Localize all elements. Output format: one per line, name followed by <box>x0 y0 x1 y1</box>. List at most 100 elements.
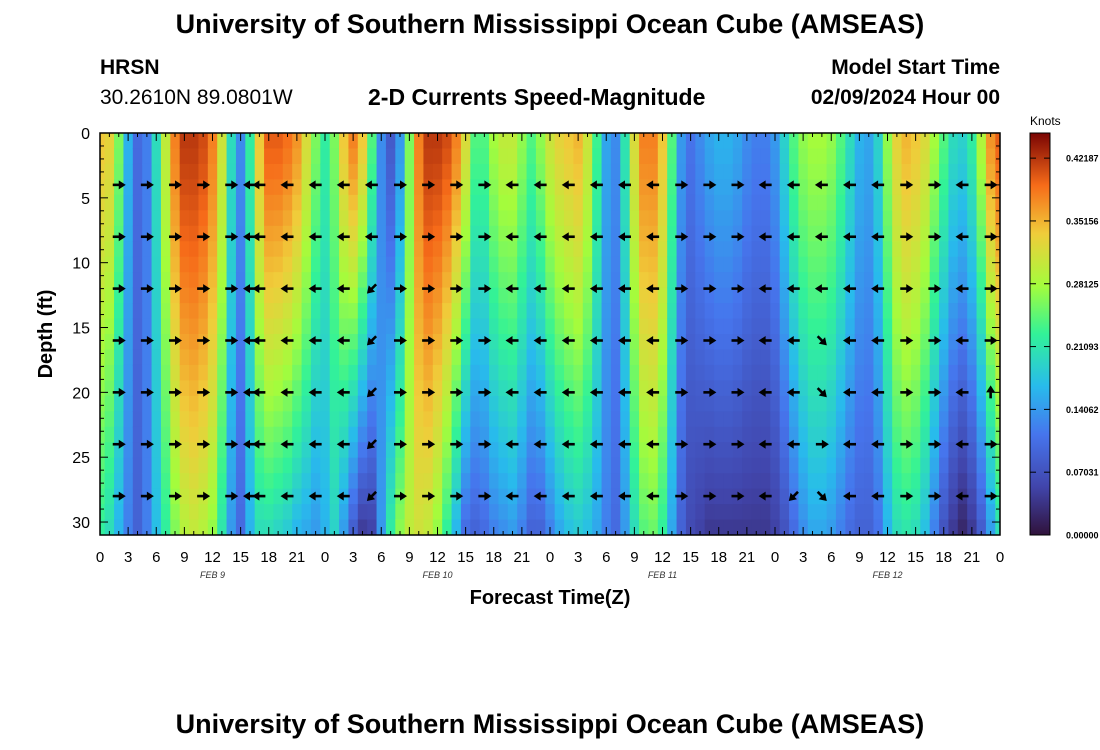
current-arrow <box>843 180 856 190</box>
heatmap-cell <box>882 163 893 180</box>
heatmap-cell <box>817 287 828 304</box>
heatmap-cell <box>470 256 481 273</box>
current-arrow <box>394 232 407 242</box>
heatmap-cell <box>348 380 359 397</box>
heatmap-cell <box>432 133 443 150</box>
heatmap-cell <box>292 364 303 381</box>
heatmap-cell <box>498 287 509 304</box>
heatmap-cell <box>329 334 340 351</box>
heatmap-cell <box>723 411 734 428</box>
x-tick-label: 0 <box>96 549 104 566</box>
heatmap-cell <box>320 318 331 335</box>
heatmap-cell <box>920 411 931 428</box>
heatmap-cell <box>854 287 865 304</box>
heatmap-cell <box>507 411 518 428</box>
heatmap-cell <box>104 179 115 196</box>
heatmap-cell <box>517 488 528 505</box>
heatmap-cell <box>798 380 809 397</box>
current-arrow <box>505 284 519 294</box>
heatmap-cell <box>498 411 509 428</box>
current-arrow <box>984 284 998 294</box>
heatmap-cell <box>620 256 631 273</box>
heatmap-cell <box>114 519 125 535</box>
heatmap-cell <box>254 519 265 535</box>
heatmap-cell <box>348 442 359 459</box>
heatmap-cell <box>357 241 368 258</box>
day-label: FEB 9 <box>200 570 225 580</box>
heatmap-cell <box>601 442 612 459</box>
heatmap-cell <box>582 241 593 258</box>
heatmap-cell <box>779 380 790 397</box>
heatmap-cell <box>601 395 612 412</box>
heatmap-cell <box>100 395 106 412</box>
heatmap-cell <box>770 287 781 304</box>
heatmap-cell <box>742 395 753 412</box>
heatmap-cell <box>104 272 115 289</box>
heatmap-cell <box>826 349 837 366</box>
heatmap-cell <box>770 349 781 366</box>
heatmap-cell <box>376 380 387 397</box>
current-arrow <box>589 180 603 190</box>
heatmap-cell <box>545 303 556 320</box>
heatmap-cell <box>179 287 190 304</box>
heatmap-cell <box>976 303 987 320</box>
heatmap-cell <box>489 179 500 196</box>
heatmap-cell <box>245 287 256 304</box>
heatmap-cell <box>939 148 950 165</box>
heatmap-cell <box>104 504 115 521</box>
heatmap-cell <box>470 287 481 304</box>
heatmap-cell <box>592 194 603 211</box>
heatmap-cell <box>751 519 762 535</box>
heatmap-cell <box>789 519 800 535</box>
heatmap-cell <box>320 442 331 459</box>
heatmap-cell <box>235 457 246 474</box>
heatmap-cell <box>892 256 903 273</box>
heatmap-cell <box>873 133 884 150</box>
heatmap-cell <box>910 272 921 289</box>
heatmap-cell <box>910 457 921 474</box>
heatmap-cell <box>995 411 1000 428</box>
heatmap-cell <box>545 194 556 211</box>
heatmap-cell <box>104 225 115 242</box>
heatmap-cell <box>189 272 200 289</box>
heatmap-cell <box>151 287 162 304</box>
heatmap-cell <box>123 442 134 459</box>
heatmap-cell <box>929 349 940 366</box>
heatmap-cell <box>132 519 143 535</box>
heatmap-cell <box>939 334 950 351</box>
heatmap-cell <box>451 349 462 366</box>
heatmap-cell <box>667 411 678 428</box>
x-tick-label: 15 <box>907 549 924 566</box>
heatmap-cell <box>479 519 490 535</box>
heatmap-cell <box>817 426 828 443</box>
heatmap-cell <box>217 380 228 397</box>
heatmap-cell <box>976 380 987 397</box>
heatmap-cell <box>957 225 968 242</box>
heatmap-cell <box>779 272 790 289</box>
heatmap-cell <box>667 457 678 474</box>
heatmap-cell <box>657 442 668 459</box>
heatmap-cell <box>620 364 631 381</box>
heatmap-cell <box>357 380 368 397</box>
current-arrow <box>252 232 266 242</box>
heatmap-cell <box>376 457 387 474</box>
heatmap-cell <box>100 148 106 165</box>
heatmap-cell <box>160 426 171 443</box>
heatmap-cell <box>826 395 837 412</box>
heatmap-cell <box>189 148 200 165</box>
heatmap-cell <box>864 473 875 490</box>
heatmap-cell <box>385 210 396 227</box>
heatmap-cell <box>648 380 659 397</box>
heatmap-cell <box>151 349 162 366</box>
heatmap-cell <box>845 225 856 242</box>
current-arrow <box>900 439 914 449</box>
current-arrow <box>900 284 914 294</box>
heatmap-cell <box>873 241 884 258</box>
chart-subtitle: 2-D Currents Speed-Magnitude <box>368 84 706 110</box>
heatmap-cell <box>489 442 500 459</box>
heatmap-cell <box>104 256 115 273</box>
heatmap-cell <box>864 225 875 242</box>
heatmap-cell <box>507 303 518 320</box>
heatmap-cell <box>854 163 865 180</box>
heatmap-cell <box>779 457 790 474</box>
